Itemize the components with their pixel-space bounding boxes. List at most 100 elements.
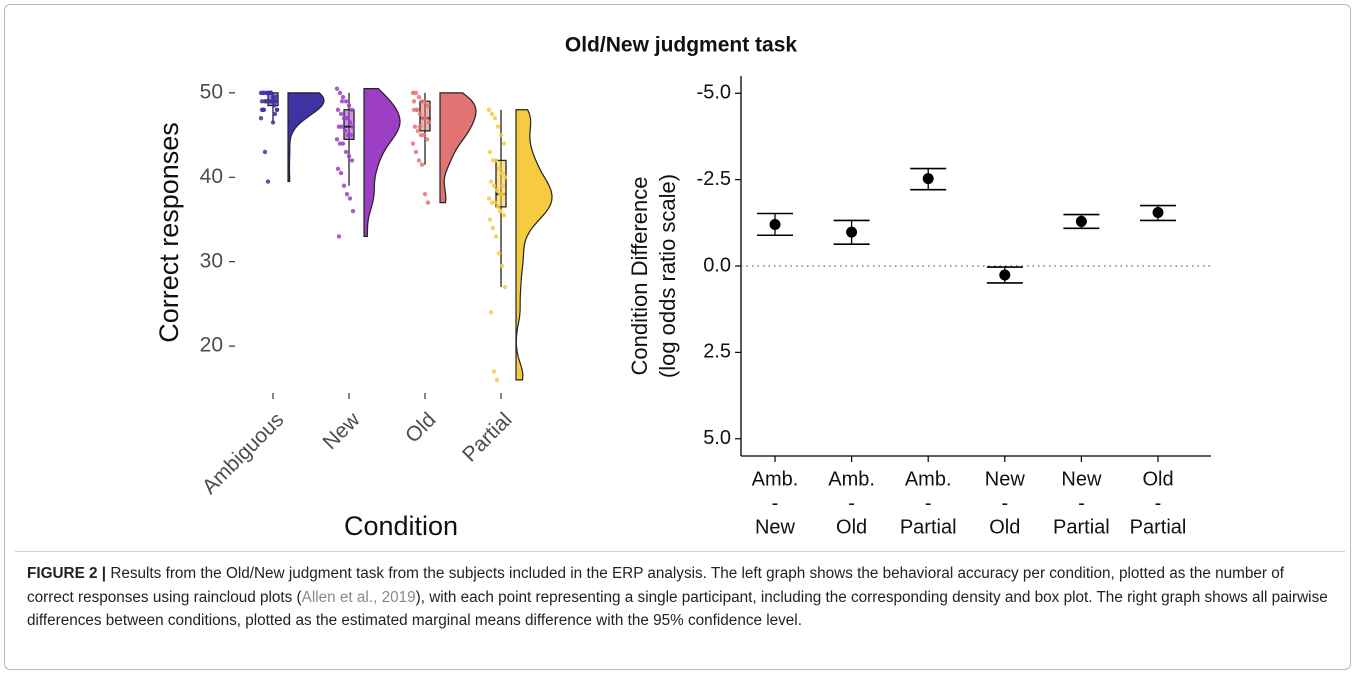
y-axis-title: Condition Difference xyxy=(627,177,652,376)
participant-point xyxy=(495,124,501,129)
participant-point xyxy=(413,149,419,155)
participant-point xyxy=(274,107,280,112)
participant-point xyxy=(495,204,501,210)
participant-point xyxy=(494,187,500,193)
participant-point xyxy=(258,116,264,121)
participant-point xyxy=(346,103,352,108)
box xyxy=(343,109,355,140)
participant-point xyxy=(342,128,348,134)
participant-point xyxy=(350,208,356,214)
participant-point xyxy=(487,217,493,222)
x-tick-label: - xyxy=(1155,492,1162,514)
participant-point xyxy=(267,99,273,104)
participant-point xyxy=(272,111,278,117)
participant-point xyxy=(494,377,500,383)
participant-point xyxy=(412,124,418,129)
participant-point xyxy=(496,251,502,256)
participant-point xyxy=(411,99,417,104)
participant-point xyxy=(502,284,508,290)
estimate-point xyxy=(922,173,934,185)
participant-point xyxy=(413,90,419,96)
participant-point xyxy=(335,107,341,112)
participant-point xyxy=(492,116,498,121)
participant-point xyxy=(415,128,421,134)
x-tick-label: Old xyxy=(1142,468,1173,490)
participant-point xyxy=(423,116,429,121)
participant-point xyxy=(425,103,431,108)
x-tick-label: Old xyxy=(836,516,867,538)
caption-label: FIGURE 2 | xyxy=(27,565,107,582)
participant-point xyxy=(271,99,277,104)
participant-point xyxy=(346,153,352,159)
x-tick-label: - xyxy=(848,492,855,514)
participant-point xyxy=(410,141,416,146)
x-tick-label: Old xyxy=(401,408,440,447)
participant-point xyxy=(342,116,348,121)
density xyxy=(363,88,401,237)
x-tick-label: Old xyxy=(989,516,1020,538)
participant-point xyxy=(334,137,340,142)
participant-point xyxy=(335,166,341,172)
y-tick-label: -5.0 xyxy=(697,82,731,104)
participant-point xyxy=(489,111,495,117)
participant-point xyxy=(422,191,428,197)
estimate-point xyxy=(1152,206,1164,218)
participant-point xyxy=(347,120,353,125)
y-tick-label: 30 xyxy=(200,249,223,272)
participant-point xyxy=(417,111,423,117)
x-tick-label: Partial xyxy=(1053,516,1110,538)
participant-point xyxy=(421,132,427,138)
participant-point xyxy=(426,120,432,125)
x-tick-label: New xyxy=(985,468,1026,490)
participant-point xyxy=(416,94,422,100)
participant-point xyxy=(493,158,499,163)
x-tick-label: Amb. xyxy=(828,468,875,490)
participant-point xyxy=(491,369,497,374)
estimate-point xyxy=(999,269,1011,281)
x-tick-label: Partial xyxy=(458,408,516,466)
participant-point xyxy=(501,141,507,146)
participant-point xyxy=(492,200,498,205)
caption-text: ), with each point representing a single… xyxy=(27,588,1328,630)
participant-point xyxy=(340,141,346,146)
participant-point xyxy=(334,86,340,91)
participant-point xyxy=(416,158,422,163)
participant-point xyxy=(486,107,492,112)
participant-point xyxy=(499,170,505,176)
participant-point xyxy=(339,99,345,104)
participant-point xyxy=(500,183,506,188)
participant-point xyxy=(502,175,508,180)
x-tick-label: Ambiguous xyxy=(198,408,289,499)
x-tick-label: Partial xyxy=(900,516,957,538)
x-axis-title: Condition xyxy=(344,511,458,541)
participant-point xyxy=(493,234,499,239)
y-tick-label: 0.0 xyxy=(703,254,731,276)
y-axis-title: Correct responses xyxy=(154,122,184,343)
participant-point xyxy=(265,179,271,184)
participant-point xyxy=(350,124,356,129)
participant-point xyxy=(486,196,492,201)
density xyxy=(439,92,477,204)
x-tick-label: Amb. xyxy=(752,468,799,490)
figure: Old/New judgment task 20 30 40 50 Correct re… xyxy=(4,4,1351,670)
y-tick-label: 40 xyxy=(200,165,223,188)
participant-point xyxy=(425,200,431,205)
y-tick-label: 2.5 xyxy=(703,341,731,363)
participant-point xyxy=(348,132,354,138)
participant-point xyxy=(488,310,494,315)
participant-point xyxy=(419,162,425,167)
figure-title: Old/New judgment task xyxy=(565,34,798,57)
y-tick-label: 5.0 xyxy=(703,427,731,449)
caption-text: Results from the Old/New judgment task f… xyxy=(27,565,1284,606)
x-tick-label: - xyxy=(1078,492,1085,514)
x-tick-label: Amb. xyxy=(905,468,952,490)
participant-point xyxy=(491,183,497,188)
estimate-point xyxy=(769,219,781,231)
participant-point xyxy=(414,107,420,112)
participant-point xyxy=(497,208,503,214)
participant-point xyxy=(339,124,345,129)
participant-point xyxy=(338,170,344,176)
participant-point xyxy=(347,196,353,201)
y-tick-label: -2.5 xyxy=(697,168,731,190)
participant-point xyxy=(259,107,265,112)
